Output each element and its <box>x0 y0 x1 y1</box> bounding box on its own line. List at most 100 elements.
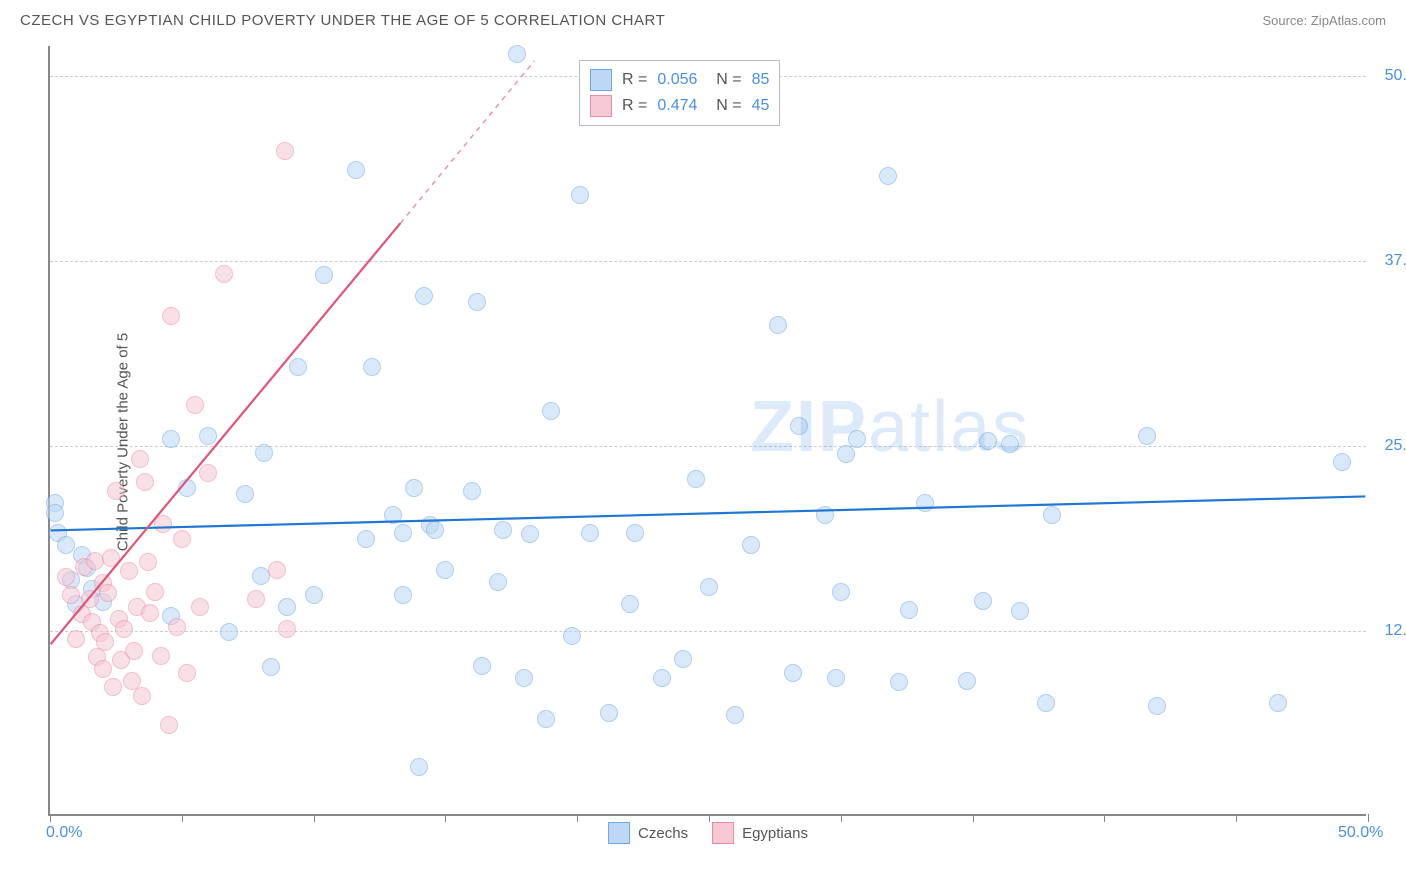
data-point <box>974 592 992 610</box>
x-tick <box>1368 814 1369 822</box>
gridline-h <box>50 631 1366 632</box>
data-point <box>247 590 265 608</box>
data-point <box>81 590 99 608</box>
legend-r-value: 0.056 <box>657 71 697 89</box>
data-point <box>96 633 114 651</box>
data-point <box>827 669 845 687</box>
data-point <box>305 586 323 604</box>
data-point <box>220 623 238 641</box>
trend-lines-svg <box>50 46 1366 814</box>
data-point <box>146 583 164 601</box>
data-point <box>57 536 75 554</box>
data-point <box>463 482 481 500</box>
data-point <box>426 521 444 539</box>
y-tick-label: 12.5% <box>1385 622 1406 640</box>
data-point <box>848 430 866 448</box>
x-tick <box>50 814 51 822</box>
plot-area: ZIPatlas R = 0.056 N = 85R = 0.474 N = 4… <box>48 46 1366 816</box>
data-point <box>199 464 217 482</box>
data-point <box>1043 506 1061 524</box>
data-point <box>571 186 589 204</box>
data-point <box>357 530 375 548</box>
gridline-h <box>50 261 1366 262</box>
x-tick <box>973 814 974 822</box>
x-tick <box>182 814 183 822</box>
gridline-h <box>50 446 1366 447</box>
legend-swatch <box>712 822 734 844</box>
data-point <box>621 595 639 613</box>
data-point <box>278 620 296 638</box>
data-point <box>133 687 151 705</box>
data-point <box>115 620 133 638</box>
data-point <box>102 549 120 567</box>
data-point <box>837 445 855 463</box>
data-point <box>120 562 138 580</box>
data-point <box>653 669 671 687</box>
data-point <box>979 432 997 450</box>
data-point <box>790 417 808 435</box>
data-point <box>178 664 196 682</box>
legend-r-value: 0.474 <box>657 97 697 115</box>
legend-swatch <box>608 822 630 844</box>
data-point <box>131 450 149 468</box>
data-point <box>268 561 286 579</box>
legend-n-value: 45 <box>752 97 770 115</box>
data-point <box>289 358 307 376</box>
data-point <box>186 396 204 414</box>
legend-r-label: R = <box>622 71 647 89</box>
y-tick-label: 37.5% <box>1385 252 1406 270</box>
data-point <box>104 678 122 696</box>
data-point <box>521 525 539 543</box>
data-point <box>958 672 976 690</box>
bottom-legend: Czechs Egyptians <box>608 822 808 844</box>
watermark-atlas: atlas <box>868 387 1030 467</box>
data-point <box>890 673 908 691</box>
data-point <box>107 482 125 500</box>
bottom-legend-item: Egyptians <box>712 822 808 844</box>
data-point <box>160 716 178 734</box>
data-point <box>1037 694 1055 712</box>
data-point <box>94 660 112 678</box>
source-attribution: Source: ZipAtlas.com <box>1262 13 1386 28</box>
data-point <box>508 45 526 63</box>
data-point <box>1148 697 1166 715</box>
data-point <box>700 578 718 596</box>
data-point <box>141 604 159 622</box>
data-point <box>581 524 599 542</box>
data-point <box>162 430 180 448</box>
data-point <box>410 758 428 776</box>
data-point <box>57 568 75 586</box>
legend-stats-row: R = 0.056 N = 85 <box>590 67 769 93</box>
data-point <box>1333 453 1351 471</box>
data-point <box>494 521 512 539</box>
data-point <box>152 647 170 665</box>
data-point <box>879 167 897 185</box>
y-tick-label: 50.0% <box>1385 67 1406 85</box>
data-point <box>542 402 560 420</box>
data-point <box>394 524 412 542</box>
data-point <box>162 307 180 325</box>
y-tick-label: 25.0% <box>1385 437 1406 455</box>
x-tick-label: 50.0% <box>1338 824 1383 842</box>
bottom-legend-label: Egyptians <box>742 825 808 842</box>
data-point <box>1138 427 1156 445</box>
data-point <box>832 583 850 601</box>
x-tick <box>577 814 578 822</box>
x-tick <box>841 814 842 822</box>
data-point <box>784 664 802 682</box>
data-point <box>726 706 744 724</box>
chart-title: CZECH VS EGYPTIAN CHILD POVERTY UNDER TH… <box>20 12 665 29</box>
bottom-legend-item: Czechs <box>608 822 688 844</box>
data-point <box>276 142 294 160</box>
data-point <box>473 657 491 675</box>
data-point <box>537 710 555 728</box>
data-point <box>600 704 618 722</box>
data-point <box>136 473 154 491</box>
data-point <box>168 618 186 636</box>
x-tick <box>1104 814 1105 822</box>
legend-swatch <box>590 69 612 91</box>
data-point <box>394 586 412 604</box>
x-tick <box>1236 814 1237 822</box>
legend-n-value: 85 <box>752 71 770 89</box>
data-point <box>315 266 333 284</box>
